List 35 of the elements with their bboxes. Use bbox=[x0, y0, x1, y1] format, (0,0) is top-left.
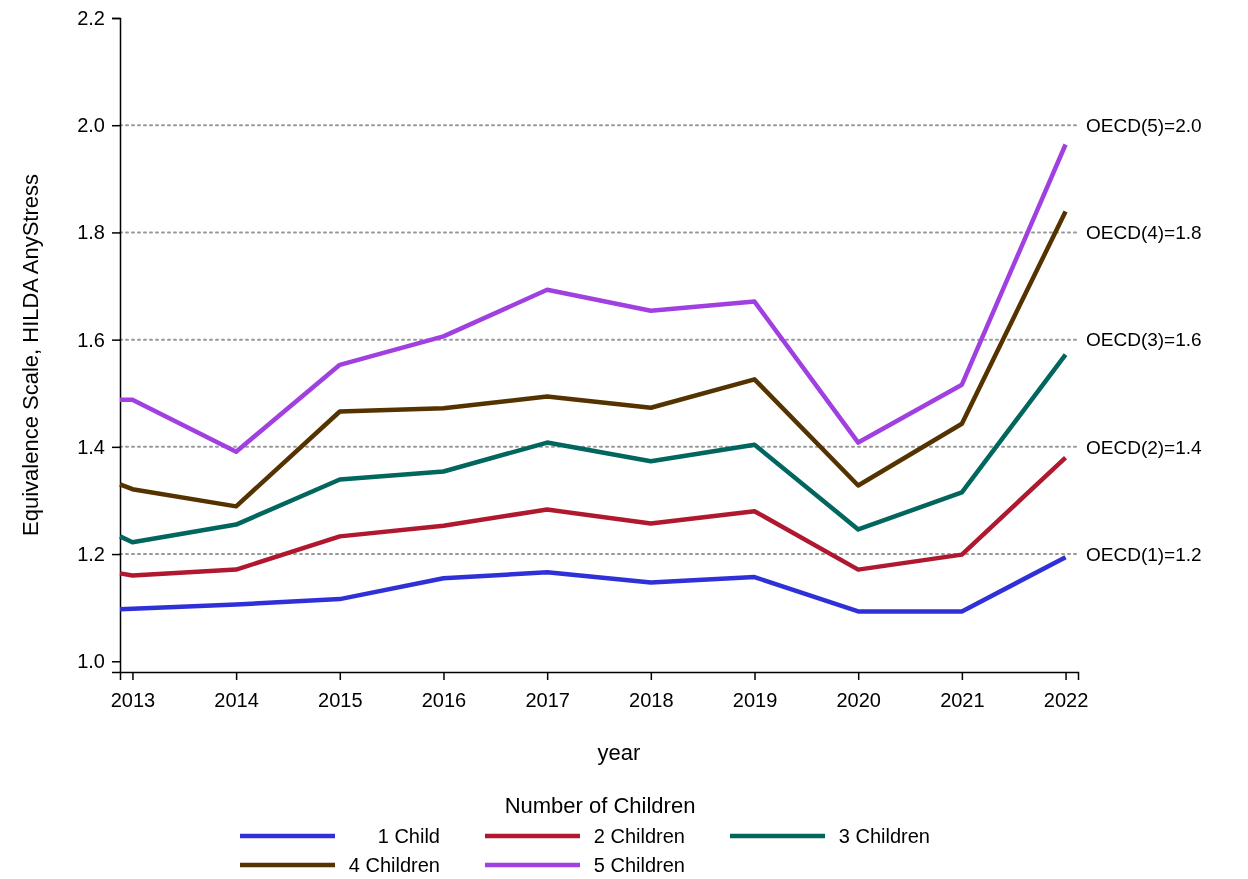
line-series bbox=[117, 555, 1068, 614]
y-tick-label: 1.4 bbox=[77, 435, 105, 458]
x-axis-title: year bbox=[597, 740, 641, 765]
x-tick-label: 2016 bbox=[421, 689, 467, 711]
x-tick-label: 2021 bbox=[940, 689, 985, 711]
legend-label: 1 Child bbox=[377, 825, 440, 847]
x-tick-label: 2019 bbox=[732, 689, 778, 711]
y-tick-label: 1.8 bbox=[77, 221, 105, 244]
x-tick-label: 2014 bbox=[214, 689, 259, 711]
legend-label: 4 Children bbox=[348, 854, 440, 876]
y-tick-label: 1.6 bbox=[77, 328, 105, 351]
x-tick-label: 2013 bbox=[110, 689, 156, 711]
line-series bbox=[117, 209, 1068, 509]
ref-line-label: OECD(3)=1.6 bbox=[1086, 329, 1202, 351]
legend-label: 5 Children bbox=[593, 854, 685, 876]
y-tick-label: 2.0 bbox=[77, 114, 105, 137]
x-tick-label: 2020 bbox=[836, 689, 881, 711]
y-tick-label: 1.2 bbox=[77, 542, 105, 565]
legend-label: 2 Children bbox=[593, 825, 685, 847]
line-series bbox=[117, 352, 1068, 545]
line-series bbox=[117, 142, 1068, 454]
line-series bbox=[117, 455, 1068, 578]
y-tick-label: 2.2 bbox=[77, 6, 105, 29]
legend-label: 3 Children bbox=[838, 825, 930, 847]
x-tick-label: 2018 bbox=[629, 689, 674, 711]
ref-line-label: OECD(5)=2.0 bbox=[1086, 114, 1202, 136]
x-tick-label: 2022 bbox=[1043, 689, 1089, 711]
ref-line-label: OECD(1)=1.2 bbox=[1086, 543, 1202, 565]
ref-line-label: OECD(2)=1.4 bbox=[1086, 436, 1203, 458]
y-axis-title: Equivalence Scale, HILDA AnyStress bbox=[18, 174, 43, 536]
x-tick-label: 2015 bbox=[318, 689, 363, 711]
legend-title: Number of Children bbox=[504, 793, 696, 818]
x-tick-label: 2017 bbox=[525, 689, 570, 711]
ref-line-label: OECD(4)=1.8 bbox=[1086, 222, 1202, 244]
y-tick-label: 1.0 bbox=[77, 650, 105, 673]
